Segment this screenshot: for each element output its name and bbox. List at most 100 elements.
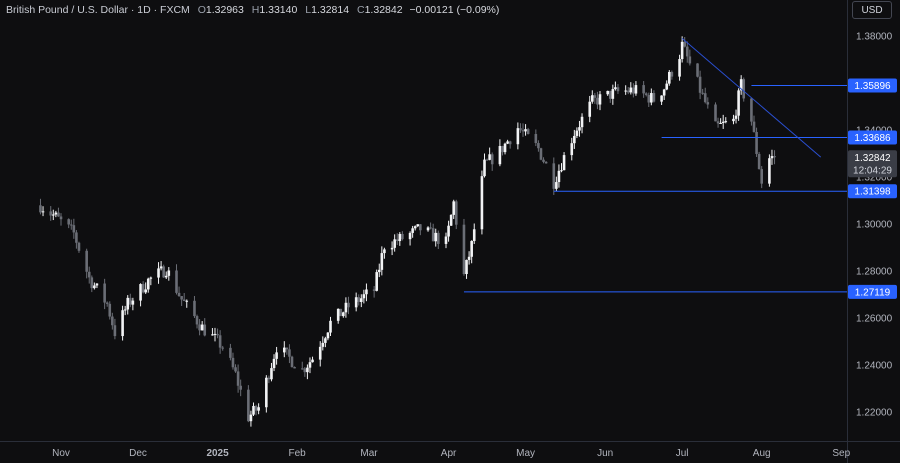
candle-body — [383, 249, 386, 254]
candle-body — [508, 141, 512, 145]
candle-body — [652, 93, 656, 102]
candle-body — [236, 371, 240, 386]
current-price-label: 1.32842 — [854, 153, 891, 164]
x-tick-label: Sep — [832, 448, 850, 459]
candle-body — [193, 300, 196, 317]
candle-body — [614, 87, 617, 90]
level-label-box — [848, 284, 897, 299]
candle-body — [755, 131, 758, 154]
open-value: 1.32963 — [205, 4, 244, 16]
candle-body — [470, 240, 473, 257]
candle-body — [411, 228, 414, 233]
y-tick-label: 1.30000 — [856, 220, 893, 231]
candle-body — [575, 130, 579, 136]
candle-body — [265, 377, 268, 408]
candle-body — [390, 247, 394, 250]
level-label-box — [848, 78, 897, 93]
x-tick-label: Feb — [289, 448, 307, 459]
y-tick-label: 1.26000 — [856, 314, 893, 325]
candle-body — [257, 407, 260, 411]
candle-body — [49, 211, 53, 216]
candle-body — [231, 357, 235, 368]
currency-button[interactable]: USD — [852, 1, 892, 19]
candle-body — [560, 170, 563, 172]
candle-body — [164, 275, 168, 278]
candle-body — [360, 298, 363, 302]
candle-body — [454, 201, 458, 225]
candle-body — [93, 285, 96, 289]
candle-body — [593, 95, 597, 98]
candle-body — [542, 159, 545, 162]
candle-body — [398, 233, 402, 242]
candle-body — [516, 128, 520, 145]
candle-body — [739, 79, 743, 91]
candle-body — [555, 182, 558, 189]
candle-body — [770, 156, 774, 159]
candle-body — [573, 135, 576, 144]
candle-body — [290, 356, 294, 368]
candle-body — [683, 41, 686, 47]
candle-body — [629, 87, 633, 93]
candle-body — [624, 90, 627, 92]
candle-body — [221, 347, 224, 349]
candle-body — [146, 278, 150, 290]
candle-body — [419, 224, 422, 231]
candle-body — [303, 368, 307, 373]
candle-body — [472, 229, 476, 241]
candle-body — [77, 242, 81, 251]
x-tick-label: Jun — [597, 448, 613, 459]
candle-body — [408, 232, 412, 240]
candle-body — [598, 94, 602, 105]
candle-body — [247, 389, 250, 422]
candle-body — [665, 83, 669, 90]
candle-body — [131, 300, 135, 305]
candle-body — [380, 253, 384, 270]
candle-body — [144, 289, 147, 293]
candle-body — [275, 352, 278, 359]
candle-body — [57, 212, 60, 217]
candle-body — [347, 302, 350, 308]
x-tick-label: Apr — [441, 448, 457, 459]
x-tick-label: Mar — [360, 448, 378, 459]
candle-body — [139, 284, 142, 301]
x-tick-label: Aug — [753, 448, 771, 459]
candle-body — [721, 121, 725, 123]
open-label: O — [197, 4, 206, 16]
candle-body — [239, 385, 242, 390]
candle-body — [706, 102, 710, 105]
candle-body — [324, 338, 327, 343]
candle-body — [734, 115, 738, 119]
candle-body — [162, 266, 165, 278]
candle-body — [503, 143, 507, 153]
y-tick-label: 1.22000 — [856, 408, 893, 419]
candle-body — [719, 122, 722, 124]
candle-body — [668, 71, 671, 84]
candle-body — [54, 212, 58, 215]
candle-body — [252, 405, 255, 415]
candle-body — [737, 90, 740, 116]
candle-body — [678, 59, 681, 77]
candle-body — [696, 63, 699, 77]
candle-body — [434, 232, 438, 242]
candle-body — [321, 342, 325, 347]
change-value: −0.00121 (−0.09%) — [409, 4, 500, 16]
candle-body — [342, 312, 345, 317]
low-value: 1.32814 — [311, 4, 350, 16]
candle-body — [234, 367, 237, 372]
candle-body — [570, 143, 574, 156]
candle-body — [524, 129, 527, 132]
candle-body — [416, 224, 420, 227]
candle-body — [326, 332, 330, 339]
y-tick-label: 1.24000 — [856, 361, 893, 372]
candle-body — [87, 271, 91, 278]
x-tick-label: Dec — [129, 448, 147, 459]
y-tick-label: 1.32000 — [856, 173, 893, 184]
candle-body — [69, 224, 73, 226]
candle-body — [537, 143, 540, 149]
candle-body — [377, 269, 381, 273]
candle-body — [608, 90, 612, 99]
candle-body — [703, 93, 707, 103]
candle-body — [750, 98, 753, 122]
candle-body — [339, 308, 343, 317]
